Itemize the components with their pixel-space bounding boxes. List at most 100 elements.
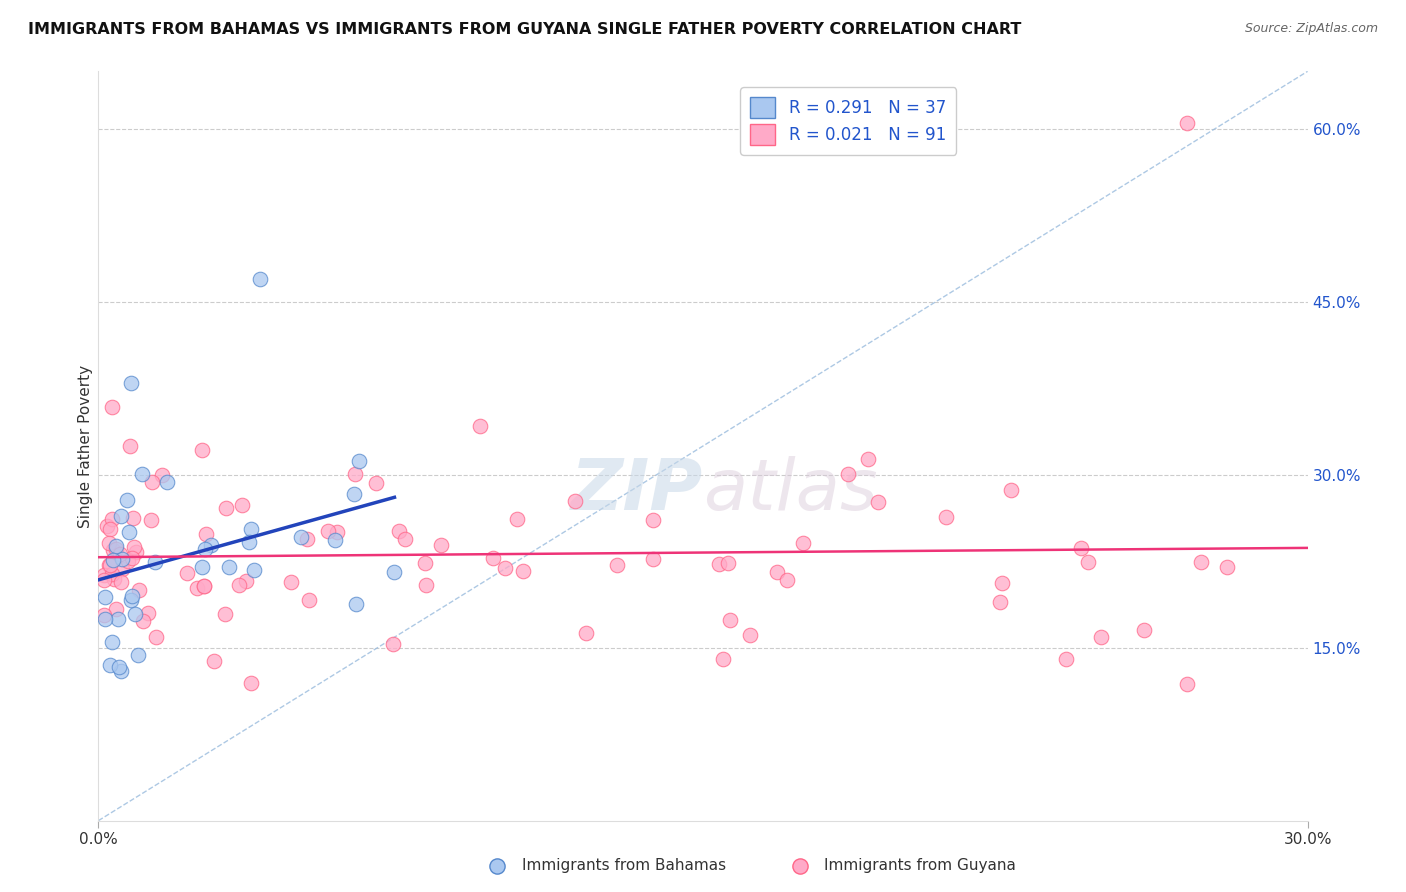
Point: [98, 522, 121, 536]
Point: [136, 606, 159, 620]
Point: [991, 576, 1014, 591]
Point: [765, 565, 787, 579]
Point: [240, 522, 263, 536]
Text: ZIP: ZIP: [571, 457, 703, 525]
Point: [110, 575, 132, 590]
Point: [93, 574, 115, 588]
Point: [191, 559, 214, 574]
Point: [643, 512, 665, 526]
Point: [382, 637, 405, 651]
Point: [176, 566, 198, 580]
Point: [388, 524, 411, 538]
Point: [605, 558, 627, 572]
Point: [214, 607, 236, 622]
Point: [121, 550, 143, 565]
Point: [115, 493, 138, 508]
Point: [1000, 483, 1022, 497]
Point: [104, 542, 127, 557]
Text: IMMIGRANTS FROM BAHAMAS VS IMMIGRANTS FROM GUYANA SINGLE FATHER POVERTY CORRELAT: IMMIGRANTS FROM BAHAMAS VS IMMIGRANTS FR…: [28, 22, 1022, 37]
Point: [141, 475, 163, 489]
Point: [98, 558, 121, 573]
Point: [295, 532, 318, 546]
Point: [111, 551, 134, 566]
Y-axis label: Single Father Poverty: Single Father Poverty: [77, 365, 93, 527]
Point: [121, 589, 143, 603]
Point: [128, 582, 150, 597]
Point: [394, 532, 416, 546]
Point: [200, 538, 222, 552]
Point: [98, 658, 121, 673]
Point: [298, 593, 321, 607]
Text: Immigrants from Guyana: Immigrants from Guyana: [824, 858, 1015, 873]
Point: [641, 552, 664, 566]
Point: [718, 613, 741, 627]
Point: [118, 439, 141, 453]
Point: [384, 565, 406, 579]
Point: [792, 536, 814, 550]
Point: [100, 567, 122, 582]
Point: [120, 376, 142, 390]
Point: [564, 493, 586, 508]
Point: [344, 598, 367, 612]
Point: [347, 453, 370, 467]
Point: [1191, 555, 1213, 569]
Point: [343, 487, 366, 501]
Point: [108, 660, 131, 674]
Point: [512, 564, 534, 578]
Point: [110, 664, 132, 678]
Point: [413, 556, 436, 570]
Point: [218, 560, 240, 574]
Point: [122, 541, 145, 555]
Point: [1175, 677, 1198, 691]
Point: [120, 593, 142, 607]
Point: [326, 524, 349, 539]
Point: [482, 550, 505, 565]
Point: [108, 547, 131, 561]
Point: [717, 556, 740, 570]
Point: [101, 512, 124, 526]
Point: [195, 527, 218, 541]
Point: [323, 533, 346, 547]
Text: Source: ZipAtlas.com: Source: ZipAtlas.com: [1244, 22, 1378, 36]
Point: [290, 530, 312, 544]
Point: [214, 501, 236, 516]
Point: [143, 555, 166, 569]
Point: [131, 467, 153, 481]
Point: [93, 607, 115, 622]
Point: [125, 545, 148, 559]
Point: [430, 538, 453, 552]
Point: [103, 573, 125, 587]
Point: [1070, 541, 1092, 555]
Point: [494, 561, 516, 575]
Point: [280, 575, 302, 590]
Point: [711, 652, 734, 666]
Point: [935, 509, 957, 524]
Text: atlas: atlas: [703, 457, 877, 525]
Point: [776, 574, 799, 588]
Point: [858, 451, 880, 466]
Point: [118, 524, 141, 539]
Point: [506, 512, 529, 526]
Point: [575, 626, 598, 640]
Point: [193, 579, 215, 593]
Point: [101, 634, 124, 648]
Point: [97, 536, 120, 550]
Point: [141, 513, 163, 527]
Point: [117, 554, 139, 568]
Point: [96, 519, 118, 533]
Point: [94, 612, 117, 626]
Point: [709, 558, 731, 572]
Point: [103, 543, 125, 558]
Point: [1077, 555, 1099, 569]
Point: [344, 467, 367, 482]
Point: [868, 495, 890, 509]
Point: [1175, 116, 1198, 130]
Point: [837, 467, 859, 481]
Point: [155, 475, 177, 490]
Point: [93, 567, 115, 582]
Point: [238, 535, 260, 549]
Point: [97, 558, 120, 572]
Point: [239, 675, 262, 690]
Point: [101, 553, 124, 567]
Point: [231, 498, 253, 512]
